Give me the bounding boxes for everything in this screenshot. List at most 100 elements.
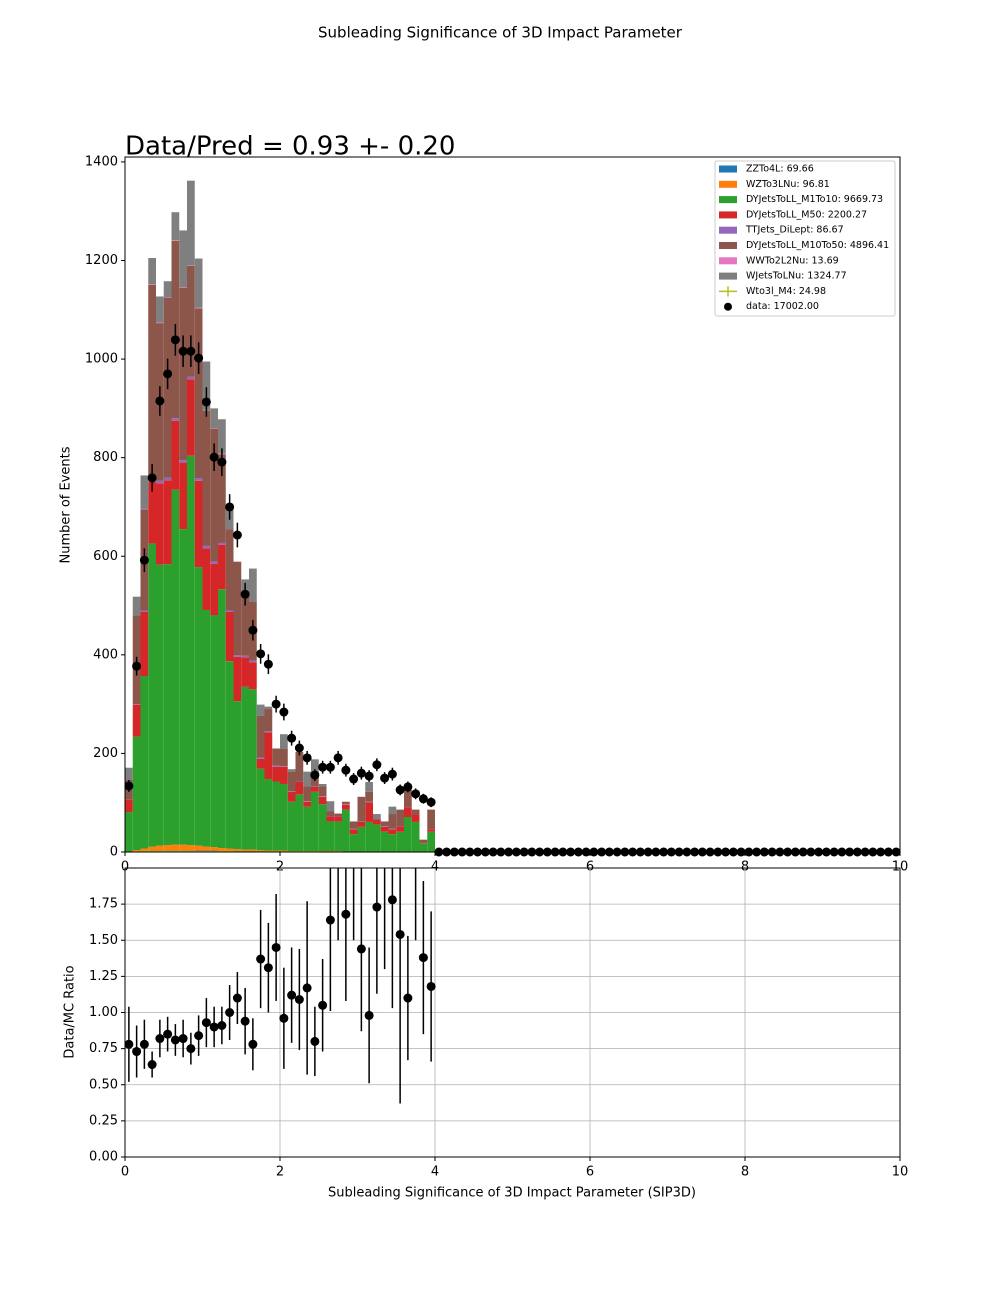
data-point bbox=[380, 773, 390, 783]
histogram-bar bbox=[264, 709, 273, 732]
histogram-bar bbox=[194, 258, 203, 308]
histogram-bar bbox=[295, 782, 304, 795]
histogram-bar bbox=[202, 548, 211, 610]
legend-label: ZZTo4L: 69.66 bbox=[746, 164, 814, 175]
histogram-bar bbox=[140, 610, 149, 612]
data-point bbox=[139, 555, 149, 565]
histogram-bar bbox=[179, 287, 187, 461]
legend-swatch bbox=[719, 226, 737, 234]
ratio-point bbox=[217, 1021, 227, 1031]
histogram-bar bbox=[264, 706, 273, 710]
data-point bbox=[387, 769, 397, 779]
histogram-bar bbox=[233, 561, 242, 656]
legend-swatch bbox=[719, 272, 737, 280]
ratio-point bbox=[387, 895, 397, 905]
histogram-bar bbox=[419, 843, 428, 852]
histogram-bar bbox=[187, 455, 195, 846]
data-point bbox=[271, 699, 281, 709]
histogram-bar bbox=[148, 543, 156, 847]
histogram-bar bbox=[194, 480, 203, 568]
histogram-bar bbox=[349, 834, 358, 852]
y-axis-label: Data/MC Ratio bbox=[63, 965, 78, 1058]
histogram-bar bbox=[194, 567, 203, 846]
data-point bbox=[194, 353, 204, 363]
histogram-bar bbox=[396, 826, 404, 832]
histogram-bar bbox=[388, 834, 397, 852]
ratio-point bbox=[403, 993, 413, 1003]
histogram-bar bbox=[264, 850, 273, 852]
ratio-point bbox=[294, 994, 304, 1004]
ratio-point bbox=[201, 1018, 211, 1028]
x-tick-label: 0 bbox=[121, 1165, 129, 1180]
histogram-bar bbox=[225, 661, 234, 849]
histogram-bar bbox=[256, 715, 265, 758]
data-point bbox=[395, 785, 405, 795]
histogram-bar bbox=[272, 781, 280, 851]
legend-swatch bbox=[719, 257, 737, 265]
histogram-bar bbox=[148, 846, 156, 851]
histogram-bar bbox=[179, 462, 187, 530]
legend-swatch bbox=[719, 211, 737, 219]
x-tick-label: 4 bbox=[431, 860, 439, 875]
ratio-point bbox=[426, 981, 436, 991]
x-tick-label: 2 bbox=[276, 1165, 284, 1180]
histogram-bar bbox=[218, 589, 226, 849]
x-tick-label: 0 bbox=[121, 860, 129, 875]
histogram-bar bbox=[202, 410, 211, 546]
histogram-bar bbox=[365, 791, 373, 802]
histogram-bar bbox=[373, 824, 381, 852]
histogram-bar bbox=[264, 731, 273, 733]
data-point bbox=[217, 457, 227, 467]
histogram-bar bbox=[287, 801, 296, 852]
histogram-bar bbox=[349, 821, 358, 829]
data-point bbox=[240, 589, 250, 599]
histogram-bar bbox=[318, 804, 327, 852]
ratio-point bbox=[418, 953, 428, 963]
histogram-bar bbox=[404, 817, 412, 852]
histogram-bar bbox=[179, 230, 187, 288]
histogram-bar bbox=[311, 776, 319, 787]
data-point bbox=[178, 346, 188, 356]
ratio-point bbox=[132, 1047, 142, 1057]
histogram-bar bbox=[210, 428, 218, 562]
histogram-bar bbox=[396, 809, 404, 827]
histogram-bar bbox=[380, 826, 389, 832]
ratio-point bbox=[372, 902, 382, 912]
legend-label: WZTo3LNu: 96.81 bbox=[746, 179, 830, 190]
histogram-bar bbox=[218, 542, 226, 545]
histogram-bar bbox=[194, 478, 203, 481]
axes-frame bbox=[124, 156, 901, 853]
histogram-bar bbox=[132, 596, 141, 616]
ratio-point bbox=[232, 993, 242, 1003]
data-point bbox=[209, 452, 219, 462]
y-tick-label: 800 bbox=[93, 450, 118, 465]
histogram-bar bbox=[187, 265, 195, 377]
histogram-bar bbox=[194, 845, 203, 851]
histogram-bar bbox=[241, 655, 249, 658]
histogram-bar bbox=[156, 483, 164, 565]
ratio-point bbox=[125, 1039, 134, 1049]
y-tick-label: 1200 bbox=[85, 253, 118, 268]
histogram-bar bbox=[280, 850, 288, 852]
histogram-bar bbox=[210, 615, 218, 848]
histogram-bar bbox=[326, 816, 335, 822]
histogram-bar bbox=[295, 794, 304, 852]
histogram-bar bbox=[427, 809, 435, 830]
histogram-bar bbox=[287, 771, 296, 792]
ratio-point bbox=[341, 909, 351, 919]
histogram-bar bbox=[380, 821, 389, 827]
data-point bbox=[325, 762, 335, 772]
histogram-bar bbox=[187, 180, 195, 266]
histogram-bar bbox=[163, 281, 172, 298]
histogram-bar bbox=[210, 847, 218, 851]
histogram-bar bbox=[373, 819, 381, 825]
histogram-bar bbox=[241, 594, 249, 656]
data-point bbox=[155, 396, 165, 406]
histogram-bar bbox=[225, 848, 234, 852]
ratio-point bbox=[155, 1034, 165, 1044]
histogram-bar bbox=[256, 757, 265, 759]
histogram-bar bbox=[218, 454, 226, 543]
histogram-bar bbox=[419, 842, 428, 844]
data-point bbox=[418, 794, 428, 804]
histogram-bar bbox=[357, 826, 366, 852]
